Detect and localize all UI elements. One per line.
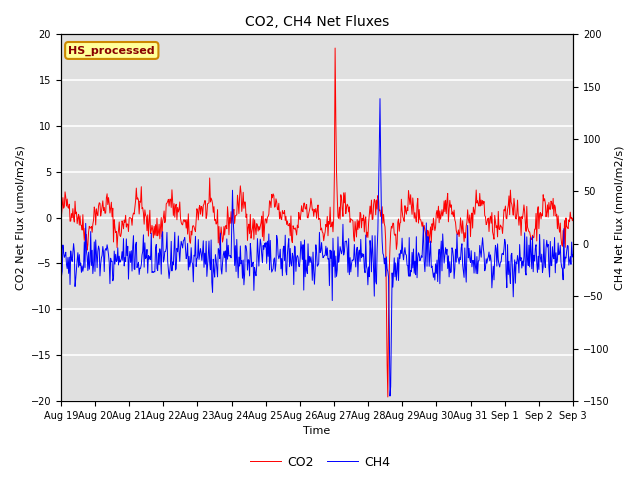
X-axis label: Time: Time	[303, 426, 331, 436]
Text: HS_processed: HS_processed	[68, 45, 155, 56]
Title: CO2, CH4 Net Fluxes: CO2, CH4 Net Fluxes	[245, 15, 389, 29]
Y-axis label: CH4 Net Flux (nmol/m2/s): CH4 Net Flux (nmol/m2/s)	[615, 145, 625, 290]
Line: CH4: CH4	[61, 98, 573, 396]
Legend: CO2, CH4: CO2, CH4	[245, 451, 395, 474]
Y-axis label: CO2 Net Flux (umol/m2/s): CO2 Net Flux (umol/m2/s)	[15, 145, 25, 290]
Line: CO2: CO2	[61, 48, 573, 397]
